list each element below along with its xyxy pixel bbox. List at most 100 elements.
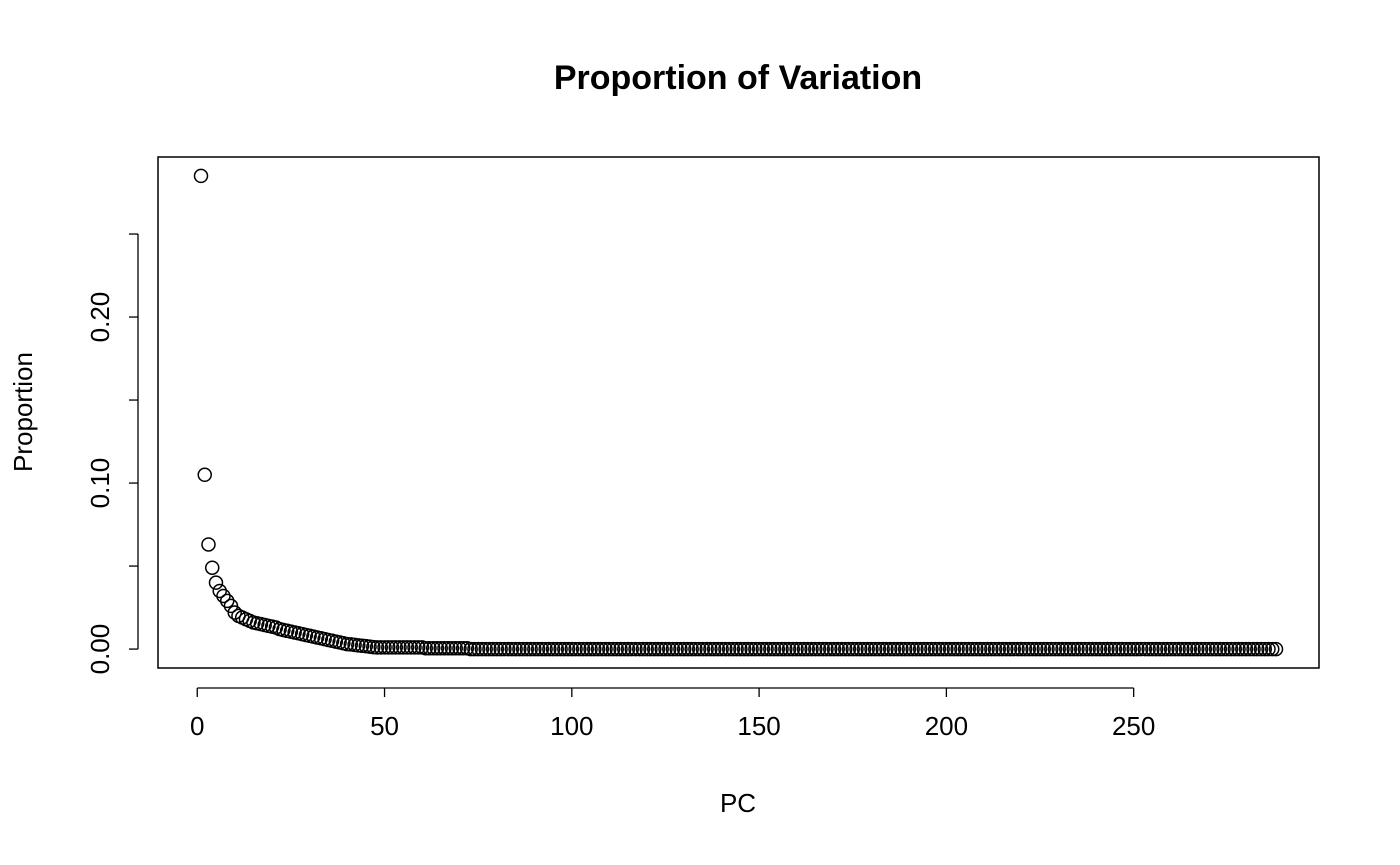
point bbox=[793, 641, 808, 657]
point bbox=[1212, 641, 1228, 657]
point bbox=[691, 641, 707, 657]
point bbox=[1081, 641, 1096, 657]
point bbox=[965, 641, 980, 657]
point bbox=[1006, 641, 1022, 657]
point bbox=[703, 641, 718, 657]
point bbox=[396, 640, 411, 655]
point bbox=[1242, 641, 1258, 657]
point bbox=[1073, 641, 1089, 657]
point bbox=[684, 641, 699, 657]
y-axis-label: Proportion bbox=[8, 352, 38, 472]
point bbox=[1118, 641, 1134, 657]
point bbox=[849, 641, 864, 657]
point bbox=[867, 641, 883, 657]
point bbox=[1220, 641, 1235, 657]
point bbox=[568, 641, 583, 657]
point bbox=[467, 641, 482, 657]
point bbox=[841, 641, 857, 657]
point bbox=[658, 641, 673, 657]
point bbox=[796, 641, 812, 657]
point bbox=[392, 640, 407, 655]
point bbox=[946, 641, 962, 657]
point bbox=[1171, 641, 1186, 657]
x-axis-label: PC bbox=[720, 788, 756, 818]
point bbox=[654, 641, 669, 657]
point bbox=[721, 641, 737, 657]
point bbox=[1223, 641, 1239, 657]
point bbox=[418, 640, 433, 656]
point bbox=[845, 641, 860, 657]
point bbox=[1100, 641, 1115, 657]
point bbox=[1040, 641, 1055, 657]
point bbox=[1025, 641, 1040, 657]
point bbox=[1193, 641, 1209, 657]
point bbox=[1197, 641, 1213, 657]
point bbox=[901, 641, 917, 657]
point bbox=[1261, 641, 1276, 657]
point bbox=[1111, 641, 1126, 657]
point bbox=[534, 641, 550, 657]
point bbox=[1235, 641, 1250, 657]
point bbox=[897, 641, 913, 657]
point bbox=[819, 641, 834, 657]
point bbox=[1085, 641, 1100, 657]
point bbox=[706, 641, 722, 657]
point bbox=[549, 641, 565, 657]
point bbox=[942, 641, 958, 657]
x-tick-label: 250 bbox=[1112, 711, 1155, 741]
point bbox=[1036, 641, 1052, 657]
point bbox=[613, 641, 628, 657]
chart-title: Proportion of Variation bbox=[554, 59, 922, 97]
point bbox=[482, 641, 497, 657]
point bbox=[1163, 641, 1179, 657]
point bbox=[924, 641, 939, 657]
point bbox=[1141, 641, 1156, 657]
point bbox=[733, 641, 748, 657]
point bbox=[384, 640, 400, 655]
point bbox=[912, 641, 928, 657]
point bbox=[1017, 641, 1033, 657]
point bbox=[1096, 641, 1111, 657]
point bbox=[729, 641, 744, 657]
point bbox=[557, 641, 572, 657]
x-tick-label: 50 bbox=[370, 711, 399, 741]
point bbox=[602, 641, 617, 657]
point bbox=[826, 641, 842, 657]
point bbox=[212, 583, 227, 599]
point bbox=[590, 641, 606, 657]
point bbox=[755, 641, 771, 657]
point bbox=[1133, 641, 1149, 657]
point bbox=[455, 640, 471, 656]
point bbox=[530, 641, 546, 657]
point bbox=[504, 641, 520, 657]
point bbox=[485, 641, 501, 657]
point bbox=[905, 641, 920, 657]
point bbox=[882, 641, 898, 657]
point bbox=[785, 641, 801, 657]
point bbox=[931, 641, 947, 657]
point bbox=[425, 640, 441, 656]
point bbox=[995, 641, 1010, 657]
point bbox=[718, 641, 733, 657]
point bbox=[800, 641, 816, 657]
point bbox=[770, 641, 786, 657]
point bbox=[781, 641, 797, 657]
point bbox=[500, 641, 516, 657]
point bbox=[688, 641, 703, 657]
point bbox=[628, 641, 643, 657]
point bbox=[410, 640, 426, 655]
point bbox=[856, 641, 872, 657]
point bbox=[1137, 641, 1153, 657]
point bbox=[879, 641, 894, 657]
point bbox=[216, 588, 231, 604]
y-tick-label: 0.10 bbox=[85, 458, 115, 509]
point bbox=[1167, 641, 1183, 657]
point bbox=[860, 641, 875, 657]
point bbox=[1216, 641, 1231, 657]
point bbox=[1092, 641, 1108, 657]
y-tick-label: 0.00 bbox=[85, 624, 115, 675]
point bbox=[650, 641, 666, 657]
point bbox=[673, 641, 688, 657]
point bbox=[440, 640, 456, 656]
point bbox=[991, 641, 1007, 657]
